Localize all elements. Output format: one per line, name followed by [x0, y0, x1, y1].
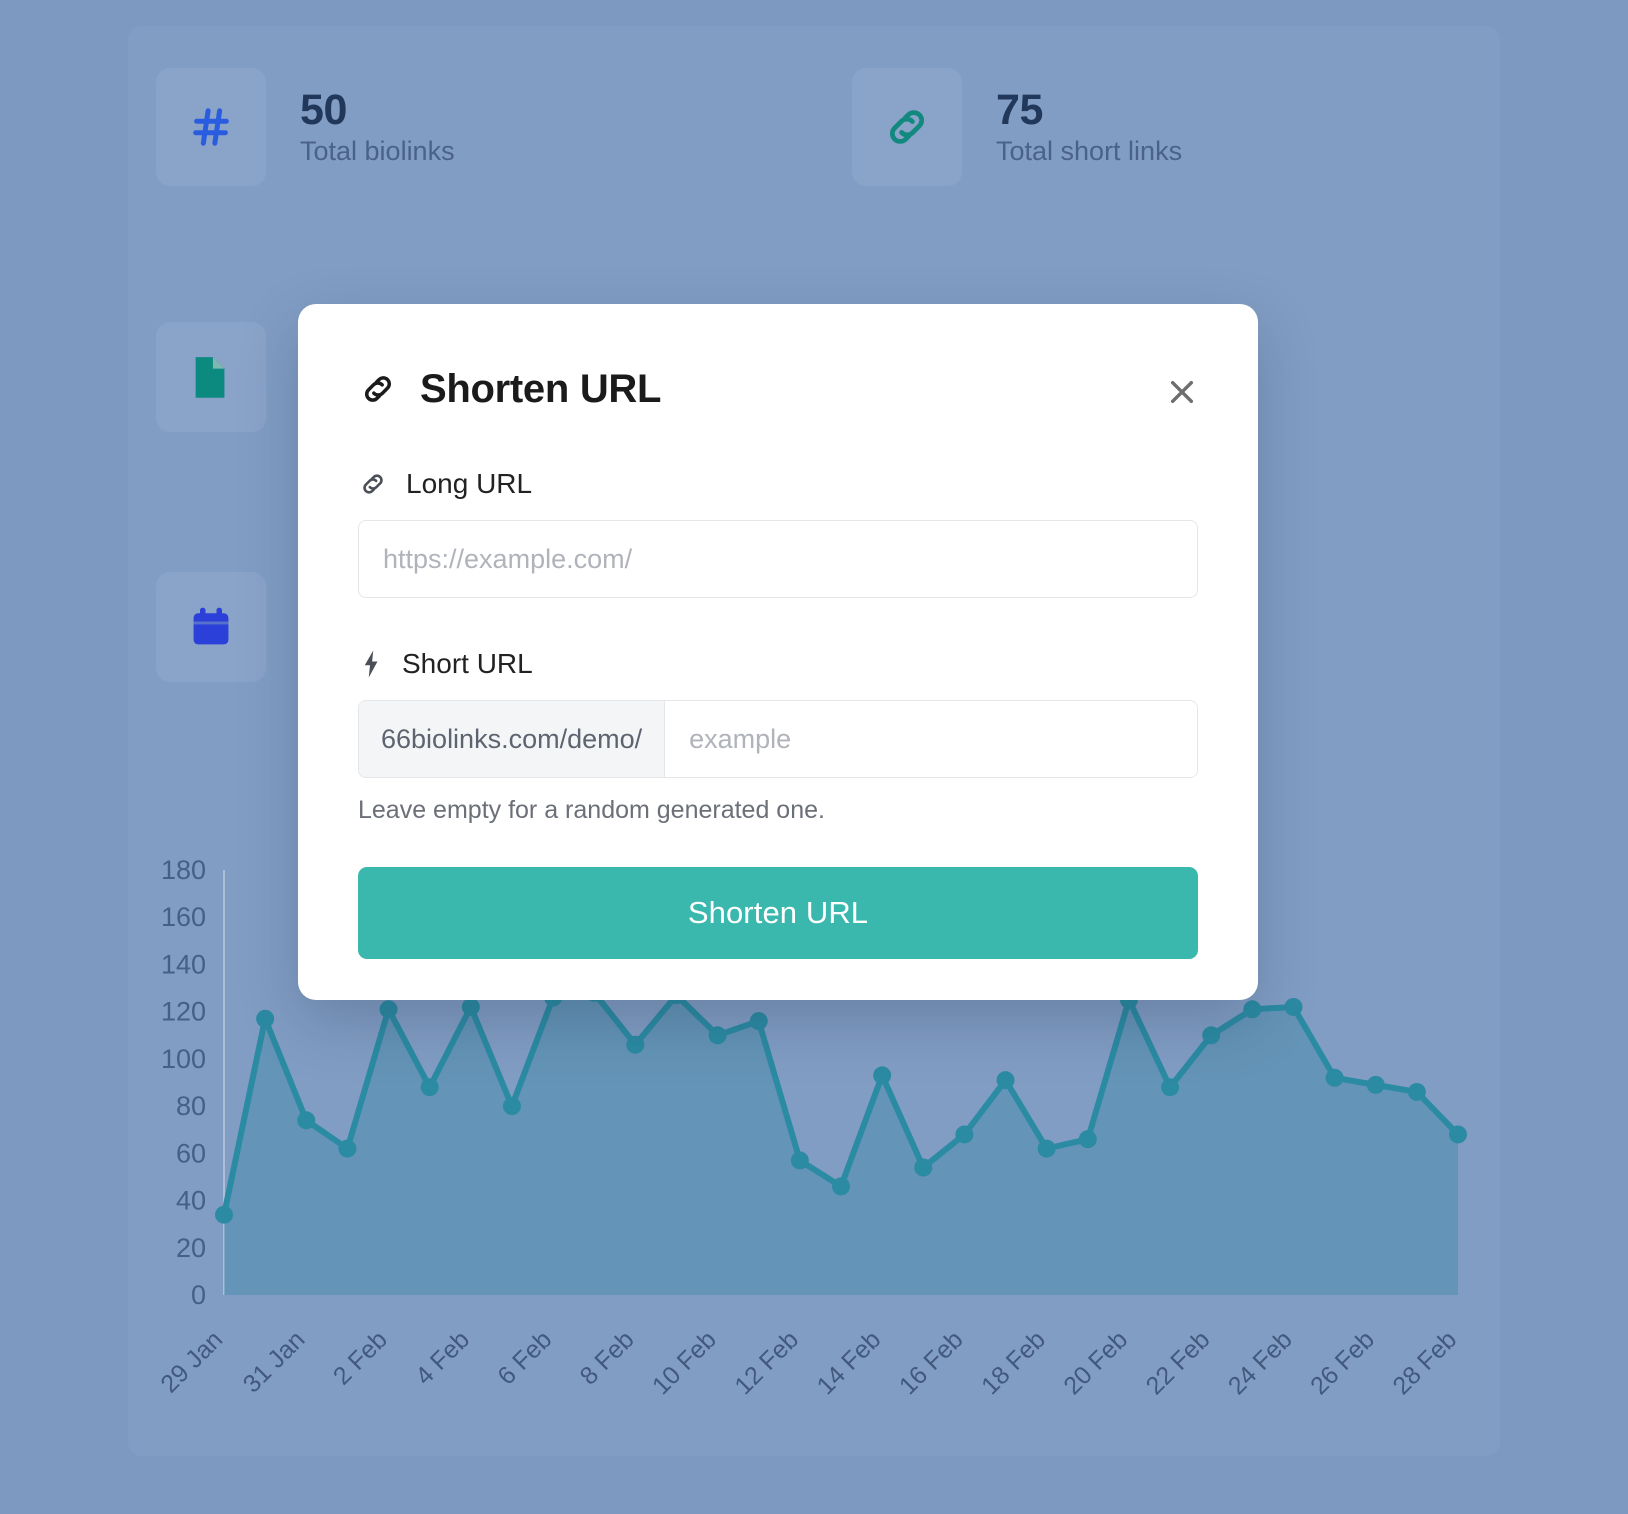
modal-header: Shorten URL: [358, 360, 1198, 418]
long-url-label-text: Long URL: [406, 468, 533, 499]
link-icon: [881, 101, 933, 153]
side-tile-calendar: [156, 572, 266, 682]
svg-text:14 Feb: 14 Feb: [812, 1325, 887, 1400]
close-icon[interactable]: [1160, 370, 1204, 414]
modal-title: Shorten URL: [420, 366, 662, 411]
short-url-domain-prefix: 66biolinks.com/demo/: [359, 701, 666, 777]
stat-card-total-short-links: 75 Total short links: [852, 68, 1182, 186]
svg-text:20 Feb: 20 Feb: [1058, 1325, 1133, 1400]
svg-text:4 Feb: 4 Feb: [410, 1325, 475, 1390]
svg-text:40: 40: [176, 1186, 206, 1216]
lightning-icon: [358, 649, 384, 679]
svg-text:2 Feb: 2 Feb: [328, 1325, 393, 1390]
svg-text:140: 140: [161, 949, 206, 979]
short-url-field-block: Short URL 66biolinks.com/demo/ Leave emp…: [358, 648, 1198, 825]
svg-text:29 Jan: 29 Jan: [155, 1325, 228, 1398]
shorten-url-modal: Shorten URL Long URL: [298, 304, 1258, 1000]
short-url-label: Short URL: [358, 648, 1198, 680]
svg-text:20: 20: [176, 1233, 206, 1263]
svg-text:12 Feb: 12 Feb: [729, 1325, 804, 1400]
short-url-input-group: 66biolinks.com/demo/: [358, 700, 1198, 778]
svg-text:16 Feb: 16 Feb: [894, 1325, 969, 1400]
calendar-icon: [189, 605, 233, 649]
stat-icon-box-shortlinks: [852, 68, 962, 186]
svg-text:10 Feb: 10 Feb: [647, 1325, 722, 1400]
long-url-label: Long URL: [358, 468, 1198, 500]
svg-text:120: 120: [161, 997, 206, 1027]
hash-icon: [188, 104, 234, 150]
short-url-slug-input[interactable]: [665, 701, 1197, 777]
link-icon: [358, 469, 388, 499]
shorten-url-submit-button[interactable]: Shorten URL: [358, 867, 1198, 959]
short-url-helper-text: Leave empty for a random generated one.: [358, 796, 825, 824]
svg-text:26 Feb: 26 Feb: [1305, 1325, 1380, 1400]
svg-text:60: 60: [176, 1138, 206, 1168]
link-icon: [358, 369, 398, 409]
chart-canvas: 0 20 40 60 80 100 120 140 160 180 29 Jan 31 Jan 2 Fe…: [155, 855, 1467, 1400]
document-icon: [191, 354, 231, 400]
svg-text:160: 160: [161, 902, 206, 932]
svg-text:24 Feb: 24 Feb: [1223, 1325, 1298, 1400]
svg-text:8 Feb: 8 Feb: [575, 1325, 640, 1390]
side-tile-document: [156, 322, 266, 432]
svg-text:22 Feb: 22 Feb: [1141, 1325, 1216, 1400]
svg-text:28 Feb: 28 Feb: [1387, 1325, 1462, 1400]
stat-card-total-biolinks: 50 Total biolinks: [156, 68, 455, 186]
svg-text:18 Feb: 18 Feb: [976, 1325, 1051, 1400]
svg-text:180: 180: [161, 855, 206, 885]
stat-value: 50: [300, 85, 348, 134]
svg-text:100: 100: [161, 1044, 206, 1074]
stat-label: Total biolinks: [300, 135, 455, 166]
svg-text:31 Jan: 31 Jan: [238, 1325, 311, 1398]
short-url-label-text: Short URL: [402, 648, 533, 679]
analytics-area-chart: 0 20 40 60 80 100 120 140 160 180 29 Jan 31 Jan 2 Fe…: [128, 840, 1468, 1440]
stat-value: 75: [996, 85, 1044, 134]
svg-text:0: 0: [191, 1280, 206, 1310]
svg-text:6 Feb: 6 Feb: [492, 1325, 557, 1390]
svg-text:80: 80: [176, 1091, 206, 1121]
modal-title-group: Shorten URL: [358, 367, 661, 412]
long-url-input[interactable]: [358, 520, 1198, 598]
stat-label: Total short links: [996, 135, 1183, 166]
long-url-field-block: Long URL: [358, 468, 1198, 598]
stat-icon-box-biolinks: [156, 68, 266, 186]
